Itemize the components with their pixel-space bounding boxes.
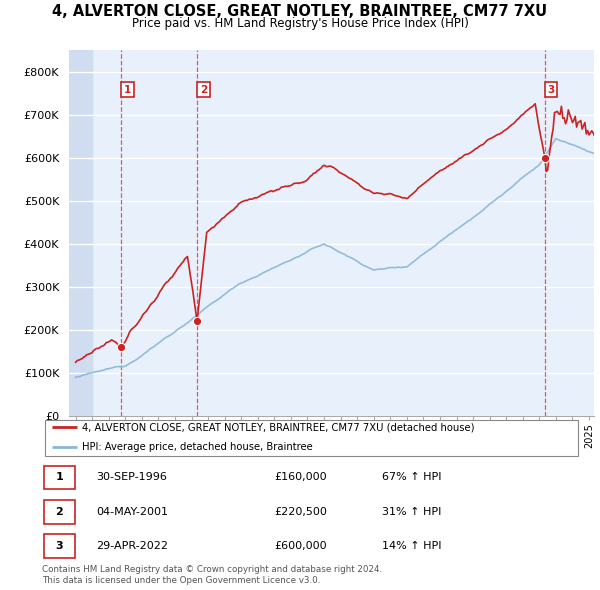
Text: 3: 3 (547, 84, 554, 94)
Text: 4, ALVERTON CLOSE, GREAT NOTLEY, BRAINTREE, CM77 7XU (detached house): 4, ALVERTON CLOSE, GREAT NOTLEY, BRAINTR… (83, 422, 475, 432)
Text: 29-APR-2022: 29-APR-2022 (96, 541, 168, 551)
Text: £220,500: £220,500 (274, 507, 327, 517)
Text: Price paid vs. HM Land Registry's House Price Index (HPI): Price paid vs. HM Land Registry's House … (131, 17, 469, 30)
Text: 4, ALVERTON CLOSE, GREAT NOTLEY, BRAINTREE, CM77 7XU: 4, ALVERTON CLOSE, GREAT NOTLEY, BRAINTR… (52, 4, 548, 19)
Text: £160,000: £160,000 (274, 473, 327, 483)
Text: Contains HM Land Registry data © Crown copyright and database right 2024.
This d: Contains HM Land Registry data © Crown c… (42, 565, 382, 585)
FancyBboxPatch shape (45, 421, 578, 455)
Text: HPI: Average price, detached house, Braintree: HPI: Average price, detached house, Brai… (83, 441, 313, 451)
Text: 30-SEP-1996: 30-SEP-1996 (96, 473, 167, 483)
Text: 2: 2 (200, 84, 207, 94)
Text: 1: 1 (124, 84, 131, 94)
Text: 04-MAY-2001: 04-MAY-2001 (96, 507, 168, 517)
Text: 14% ↑ HPI: 14% ↑ HPI (382, 541, 442, 551)
FancyBboxPatch shape (44, 466, 75, 489)
Text: 31% ↑ HPI: 31% ↑ HPI (382, 507, 442, 517)
FancyBboxPatch shape (44, 535, 75, 558)
FancyBboxPatch shape (44, 500, 75, 524)
Text: £600,000: £600,000 (274, 541, 327, 551)
Text: 67% ↑ HPI: 67% ↑ HPI (382, 473, 442, 483)
Bar (69, 50, 92, 416)
Bar (69, 50, 92, 416)
Text: 1: 1 (55, 473, 63, 483)
Text: 3: 3 (55, 541, 63, 551)
Text: 2: 2 (55, 507, 63, 517)
Bar (69, 50, 92, 416)
